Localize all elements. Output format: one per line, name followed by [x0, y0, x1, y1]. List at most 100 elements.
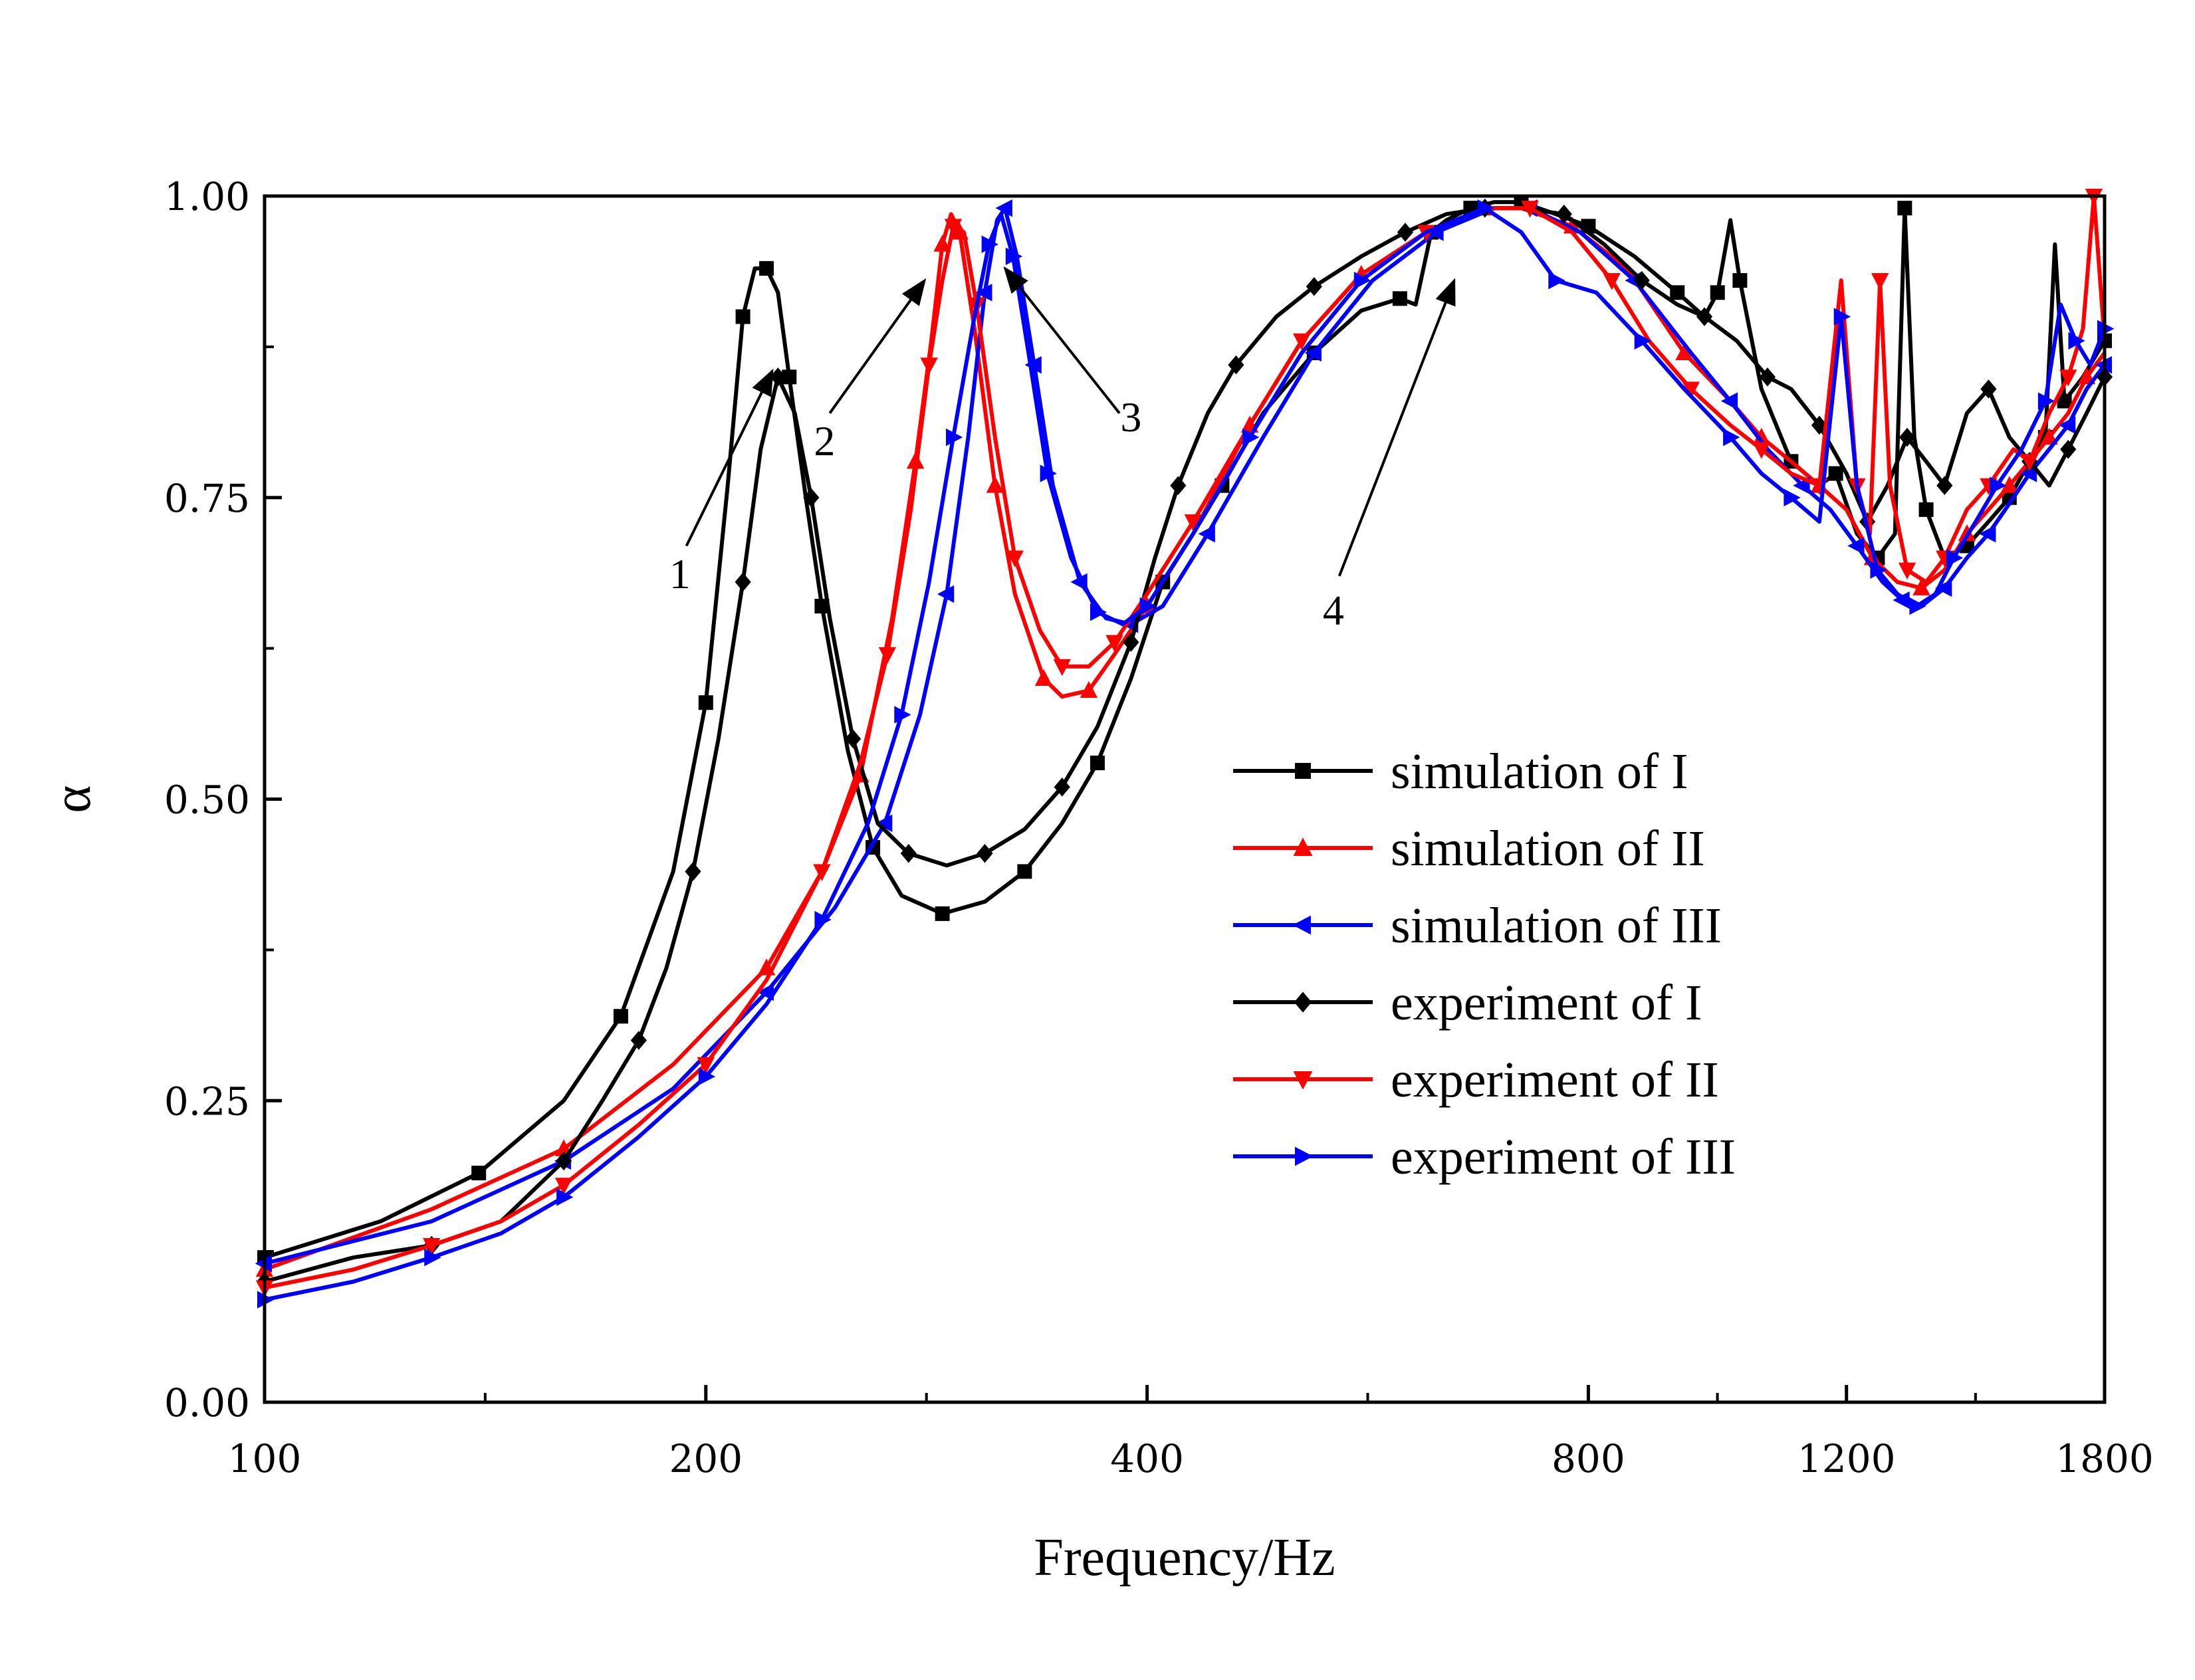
- legend-swatch-marker: [1295, 1146, 1314, 1166]
- data-point: [2068, 332, 2085, 350]
- data-point: [1080, 681, 1098, 698]
- data-point: [770, 367, 786, 387]
- data-point: [1024, 356, 1042, 374]
- data-point: [1304, 344, 1322, 362]
- data-point: [1833, 308, 1851, 326]
- series-layer: [255, 189, 2115, 1309]
- data-point: [814, 910, 832, 929]
- data-point: [1946, 549, 1964, 567]
- annotation-arrow: [1337, 278, 1456, 577]
- data-point: [1871, 273, 1889, 290]
- legend-label: simulation of II: [1391, 821, 1705, 877]
- data-point: [845, 729, 862, 749]
- x-tick-label: 1800: [2055, 1436, 2154, 1481]
- data-point: [1090, 603, 1107, 621]
- data-point: [1242, 428, 1260, 447]
- data-point: [1005, 247, 1023, 265]
- data-point: [944, 219, 963, 236]
- data-point: [556, 1188, 574, 1206]
- data-point: [1732, 273, 1748, 288]
- data-point: [2059, 369, 2077, 387]
- series-line: [264, 194, 2107, 1290]
- data-point: [1139, 597, 1157, 615]
- data-point: [1759, 367, 1776, 387]
- data-point: [933, 235, 951, 252]
- data-point: [1353, 271, 1371, 290]
- series-4: [255, 189, 2107, 1297]
- annotation-label: 1: [669, 550, 691, 597]
- data-point: [977, 843, 993, 863]
- data-point: [759, 261, 774, 276]
- data-point: [1170, 476, 1187, 495]
- series-3: [256, 198, 2113, 1291]
- data-point: [995, 199, 1012, 217]
- data-point: [935, 906, 950, 921]
- series-1: [255, 198, 2107, 1277]
- data-point: [1521, 201, 1539, 218]
- data-point: [1710, 285, 1725, 300]
- data-point: [1017, 864, 1032, 879]
- data-point: [1682, 381, 1700, 399]
- series-line: [264, 206, 2107, 1302]
- data-point: [2020, 465, 2037, 482]
- data-point: [1548, 271, 1565, 290]
- annotation-label: 4: [1323, 586, 1344, 633]
- data-point: [1897, 201, 1912, 216]
- y-axis-title: α: [43, 786, 102, 813]
- data-point: [1392, 291, 1407, 306]
- legend-swatch-marker: [1294, 992, 1312, 1013]
- annotation-label: 3: [1120, 393, 1141, 441]
- data-point: [735, 572, 751, 592]
- data-point: [1198, 525, 1215, 543]
- data-point: [1053, 659, 1071, 677]
- data-point: [471, 1166, 487, 1181]
- legend-item: experiment of II: [1233, 1052, 1719, 1108]
- legend-swatch-marker: [1292, 915, 1311, 935]
- data-point: [1720, 392, 1738, 410]
- data-point: [782, 369, 797, 385]
- data-point: [1784, 488, 1801, 506]
- data-point: [424, 1249, 441, 1267]
- x-tick-label: 100: [228, 1436, 302, 1481]
- data-point: [981, 235, 998, 253]
- data-point: [1054, 778, 1070, 797]
- legend-swatch-marker: [1295, 763, 1311, 779]
- data-point: [2021, 454, 2039, 471]
- data-point: [1603, 273, 1621, 290]
- annotation-arrow: [685, 368, 774, 547]
- data-point: [685, 862, 701, 881]
- data-point: [900, 843, 917, 863]
- data-point: [1990, 476, 2007, 494]
- data-point: [1918, 502, 1934, 517]
- x-tick-label: 200: [669, 1436, 743, 1481]
- legend-item: simulation of III: [1233, 898, 1722, 954]
- data-point: [894, 706, 911, 724]
- data-point: [1556, 204, 1572, 224]
- data-point: [1752, 427, 1771, 445]
- data-point: [1912, 578, 1930, 595]
- data-point: [1228, 355, 1244, 375]
- x-tick-label: 1200: [1797, 1436, 1896, 1481]
- data-point: [1979, 525, 1996, 543]
- data-point: [1893, 591, 1910, 609]
- data-point: [878, 647, 897, 664]
- data-point: [1847, 537, 1865, 555]
- data-point: [946, 428, 963, 447]
- data-point: [1828, 466, 1843, 481]
- data-point: [1397, 223, 1414, 242]
- data-point: [986, 476, 1004, 493]
- legend-label: simulation of I: [1391, 744, 1688, 799]
- legend-label: simulation of III: [1391, 898, 1722, 954]
- data-point: [1634, 332, 1652, 350]
- data-point: [2058, 416, 2076, 435]
- y-tick-label: 1.00: [164, 174, 250, 219]
- data-point: [1105, 635, 1123, 652]
- x-tick-label: 800: [1552, 1436, 1625, 1481]
- data-point: [937, 585, 955, 603]
- series-5: [257, 199, 2115, 1309]
- data-point: [1899, 427, 1916, 447]
- legend-label: experiment of III: [1391, 1129, 1736, 1185]
- data-point: [1633, 270, 1650, 290]
- legend-swatch-marker: [1293, 837, 1313, 856]
